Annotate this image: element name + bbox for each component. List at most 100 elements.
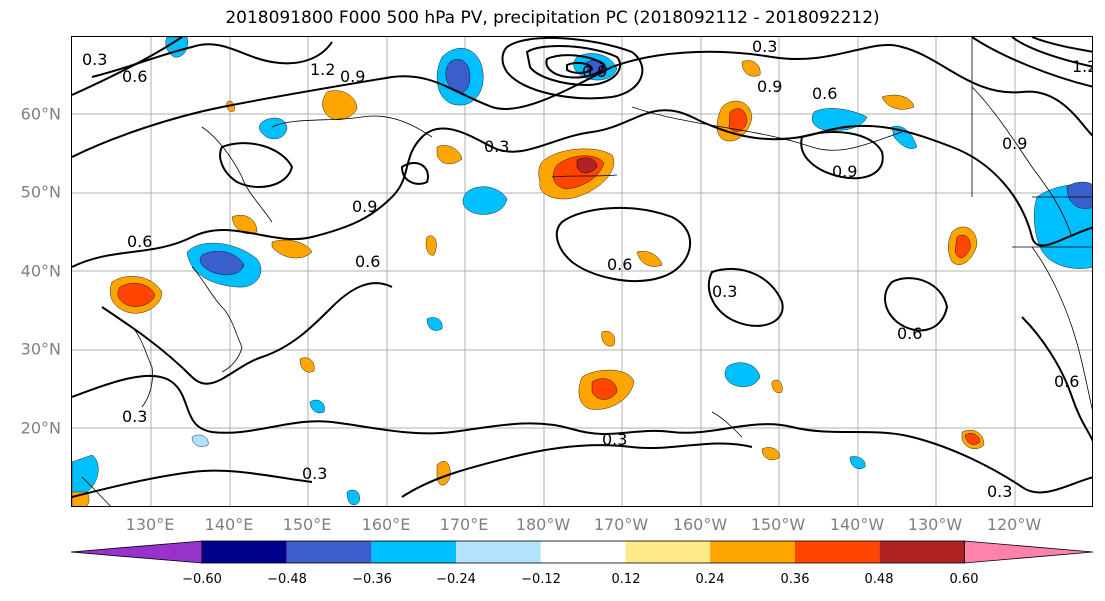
colorbar-segment [879,541,965,563]
negative-anomaly [891,125,918,149]
lon-label-150e: 150°E [282,515,332,534]
colorbar-outline [201,540,965,564]
lon-label-140e: 140°E [204,515,254,534]
colorbar-segment [286,541,372,563]
map-panel: 0.3 0.6 1.2 0.9 0.3 0.3 0.6 0.9 0.6 0.9 … [71,36,1093,507]
colorbar-tick-label: 0.24 [695,572,725,587]
colorbar-tick-label: 0.48 [864,572,894,587]
positive-anomaly [741,60,761,77]
positive-anomaly [271,239,313,259]
colorbar-segment [456,541,541,563]
colorbar [71,540,1094,564]
colorbar-segment [540,541,626,563]
lat-label-20n: 20°N [20,418,61,438]
positive-anomaly [728,108,748,132]
positive-anomaly [425,235,437,256]
colorbar-segment [202,541,287,563]
lon-label-160e: 160°E [361,515,411,534]
negative-anomaly [724,362,761,387]
colorbar-tick-label: 0.36 [780,572,810,587]
colorbar-tick-label: −0.60 [182,572,222,587]
contour-label: 0.9 [582,62,607,81]
lat-label-50n: 50°N [20,182,61,202]
positive-anomaly [636,251,663,267]
positive-anomaly [954,234,971,258]
contour-label: 0.6 [897,324,922,343]
colorbar-tick-label: 0.60 [949,572,979,587]
colorbar-extend-min [71,540,203,564]
positive-anomaly [231,214,258,235]
colorbar-segment [710,541,795,563]
positive-anomaly [881,94,915,110]
contour-label: 1.2 [1072,57,1093,76]
lat-label-30n: 30°N [20,339,61,359]
positive-anomaly [299,357,315,373]
contour-label: 0.6 [122,67,147,86]
contour-label: 0.6 [1054,372,1079,391]
positive-anomaly [964,433,981,445]
contour-label: 0.3 [602,430,627,449]
colorbar-segment [625,541,711,563]
colorbar-segments [71,540,1094,564]
map-canvas: 0.3 0.6 1.2 0.9 0.3 0.3 0.6 0.9 0.6 0.9 … [72,37,1093,506]
colorbar-tick-label: 0.12 [611,572,641,587]
contour-label: 0.6 [355,252,380,271]
colorbar-segment [794,541,880,563]
lon-label-140w: 140°W [829,515,885,534]
positive-anomaly [117,283,156,307]
negative-anomaly [199,251,245,276]
lon-label-150w: 150°W [750,515,806,534]
negative-anomaly [426,317,443,331]
lon-label-160w: 160°W [672,515,728,534]
positive-anomaly [771,379,783,393]
colorbar-tick-label: −0.12 [521,572,561,587]
positive-anomaly [322,90,358,120]
colorbar-tick-label: −0.48 [267,572,307,587]
contour-label: 0.3 [122,407,147,426]
pv-contours [72,37,1092,498]
negative-anomaly [849,456,866,469]
contour-label: 0.9 [1002,134,1027,153]
map-title: 2018091800 F000 500 hPa PV, precipitatio… [225,8,880,28]
lon-label-130e: 130°E [125,515,175,534]
lon-label-120w: 120°W [986,515,1042,534]
contour-label: 0.3 [82,50,107,69]
colorbar-tick-label: −0.24 [436,572,476,587]
lon-label-180w: 180°W [515,515,571,534]
negative-anomaly [462,186,508,215]
positive-anomaly [226,101,235,112]
contour-label: 0.9 [757,77,782,96]
contour-label: 0.3 [987,482,1012,501]
contour-label: 0.6 [607,255,632,274]
lat-label-40n: 40°N [20,261,61,281]
positive-anomaly [761,447,781,460]
positive-anomaly [436,461,451,486]
negative-anomaly [191,434,209,447]
coastlines [81,37,1092,506]
colorbar-extend-max [963,540,1094,564]
contour-label: 0.6 [127,232,152,251]
lat-label-60n: 60°N [20,104,61,124]
contour-label: 0.9 [340,67,365,86]
positive-anomaly [601,331,615,347]
contour-label: 0.3 [302,464,327,483]
contour-label: 0.9 [832,162,857,181]
contour-label: 1.2 [310,60,335,79]
contour-label: 0.3 [712,282,737,301]
positive-anomaly [591,378,618,400]
negative-anomaly [259,117,288,140]
contour-label: 0.3 [752,37,777,56]
colorbar-segment [371,541,457,563]
contour-label: 0.6 [812,84,837,103]
contour-label: 0.3 [484,137,509,156]
negative-anomaly [346,489,360,506]
positive-anomaly [576,157,598,174]
positive-anomaly [436,145,463,165]
colorbar-tick-label: −0.36 [352,572,392,587]
negative-anomaly [1066,181,1092,209]
precipitation-shading [72,37,1092,506]
negative-anomaly [309,399,325,414]
lon-label-130w: 130°W [907,515,963,534]
lon-label-170e: 170°E [439,515,489,534]
negative-anomaly [445,59,471,93]
